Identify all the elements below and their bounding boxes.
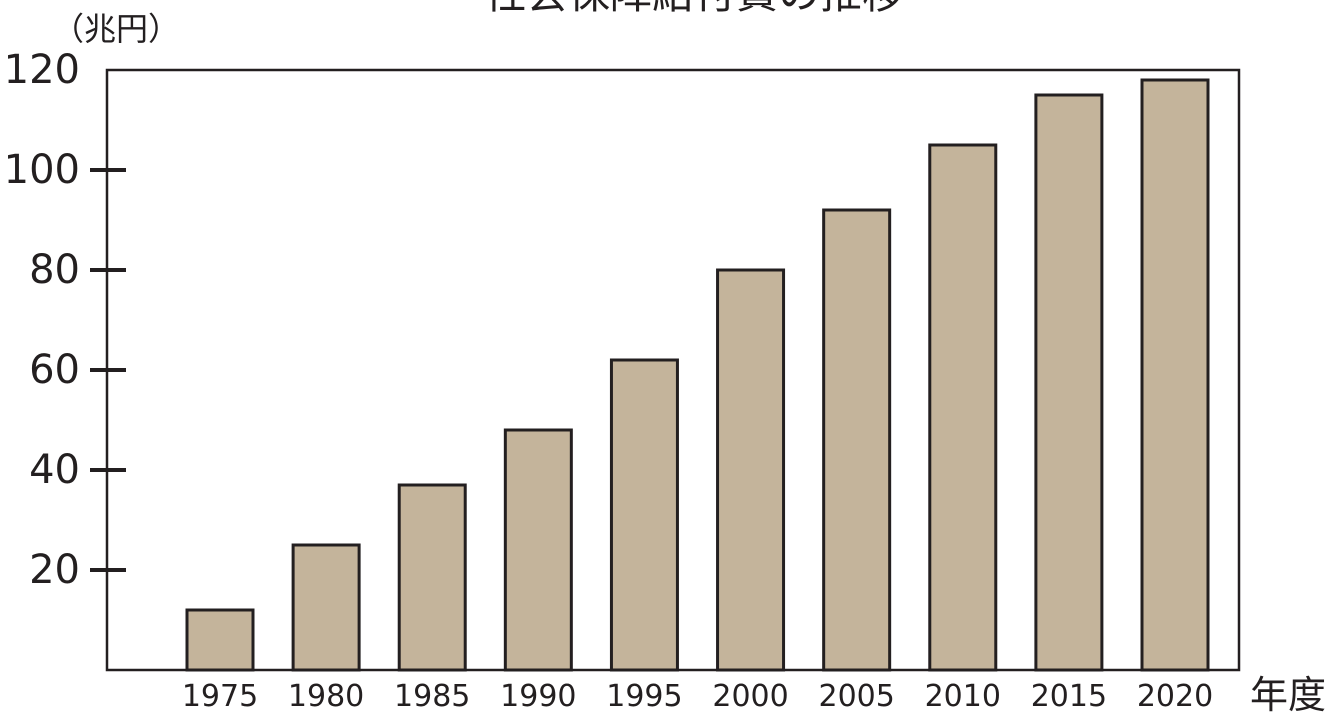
x-tick-label: 2005 [818,679,894,714]
x-tick-label: 1985 [394,679,470,714]
y-axis-unit-label: （兆円） [52,10,180,48]
y-tick-label: 100 [4,147,80,193]
x-tick-label: 2020 [1137,679,1213,714]
x-tick-label: 1975 [182,679,258,714]
x-tick-label: 1980 [288,679,364,714]
bar-1985 [397,483,467,672]
y-axis-ticks: 20 40 60 80 100 120 [4,47,126,593]
bars [185,78,1210,672]
bar-2005 [822,208,892,672]
bar-1990 [503,428,573,672]
x-axis-ticks: 1975 1980 1985 1990 1995 2000 2005 2010 2015 2020 [182,679,1213,714]
y-tick-label: 20 [29,547,80,593]
bar-2010 [928,143,998,672]
bar-2015 [1034,93,1104,672]
bar-1975 [185,608,255,672]
bar-2000 [716,268,786,672]
x-tick-label: 1995 [606,679,682,714]
x-tick-label: 2010 [925,679,1001,714]
y-tick-label: 40 [29,447,80,493]
bar-2020 [1140,78,1210,672]
x-axis-label: 年度 [1250,673,1326,717]
y-tick-label: 80 [29,247,80,293]
bar-1980 [291,543,361,672]
y-tick-label: 60 [29,347,80,393]
x-tick-label: 1990 [500,679,576,714]
y-tick-label: 120 [4,47,80,93]
chart-title: 社会保障給付費の推移 [484,0,904,18]
x-tick-label: 2015 [1031,679,1107,714]
x-tick-label: 2000 [712,679,788,714]
bar-1995 [609,358,679,672]
